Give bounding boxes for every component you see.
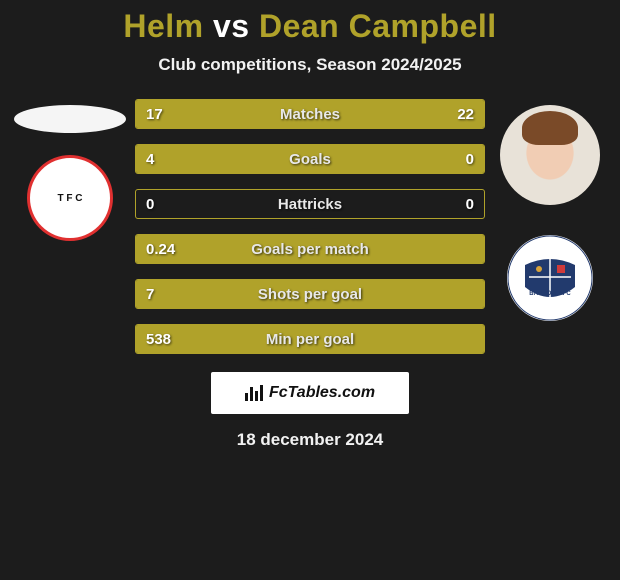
face-placeholder-icon <box>500 105 600 205</box>
bar-value-left: 7 <box>146 286 154 303</box>
stat-bars: 17 22 Matches 4 0 Goals 0 0 Hattricks 0.24 Goals p… <box>135 99 485 354</box>
bar-fill-left <box>136 145 397 173</box>
bar-label: Goals <box>289 151 331 168</box>
title-player2: Dean Campbell <box>259 8 497 44</box>
player2-avatar <box>500 105 600 205</box>
bar-label: Shots per goal <box>258 286 362 303</box>
brand-badge: FcTables.com <box>211 372 409 414</box>
bar-value-left: 17 <box>146 106 163 123</box>
bar-value-left: 0.24 <box>146 241 175 258</box>
right-side: BARROW AFC <box>495 99 605 321</box>
stat-row: 4 0 Goals <box>135 144 485 174</box>
bars-icon <box>245 385 263 401</box>
bar-label: Hattricks <box>278 196 342 213</box>
bar-label: Min per goal <box>266 331 354 348</box>
bar-value-right: 0 <box>466 151 474 168</box>
comparison-card: Helm vs Dean Campbell Club competitions,… <box>0 0 620 450</box>
date-text: 18 december 2024 <box>0 430 620 450</box>
bar-value-left: 0 <box>146 196 154 213</box>
left-side: T F C <box>15 99 125 241</box>
club-right-crest-icon: BARROW AFC <box>507 235 593 321</box>
bar-label: Matches <box>280 106 340 123</box>
stat-row: 7 Shots per goal <box>135 279 485 309</box>
title-player1: Helm <box>123 8 203 44</box>
player1-avatar <box>14 105 126 133</box>
subtitle: Club competitions, Season 2024/2025 <box>0 55 620 75</box>
page-title: Helm vs Dean Campbell <box>0 8 620 45</box>
bar-value-right: 22 <box>457 106 474 123</box>
player1-club-badge: T F C <box>27 155 113 241</box>
club-left-text: T F C <box>58 193 83 204</box>
club-right-text: BARROW AFC <box>529 291 571 297</box>
title-vs: vs <box>213 8 250 44</box>
bar-value-left: 538 <box>146 331 171 348</box>
bar-value-left: 4 <box>146 151 154 168</box>
bar-value-right: 0 <box>466 196 474 213</box>
bar-label: Goals per match <box>251 241 369 258</box>
main-row: T F C 17 22 Matches 4 0 Goals 0 0 Hattricks 0.24 G… <box>0 99 620 354</box>
stat-row: 538 Min per goal <box>135 324 485 354</box>
brand-text: FcTables.com <box>269 384 375 402</box>
player2-club-badge: BARROW AFC <box>507 235 593 321</box>
stat-row: 17 22 Matches <box>135 99 485 129</box>
stat-row: 0.24 Goals per match <box>135 234 485 264</box>
stat-row: 0 0 Hattricks <box>135 189 485 219</box>
